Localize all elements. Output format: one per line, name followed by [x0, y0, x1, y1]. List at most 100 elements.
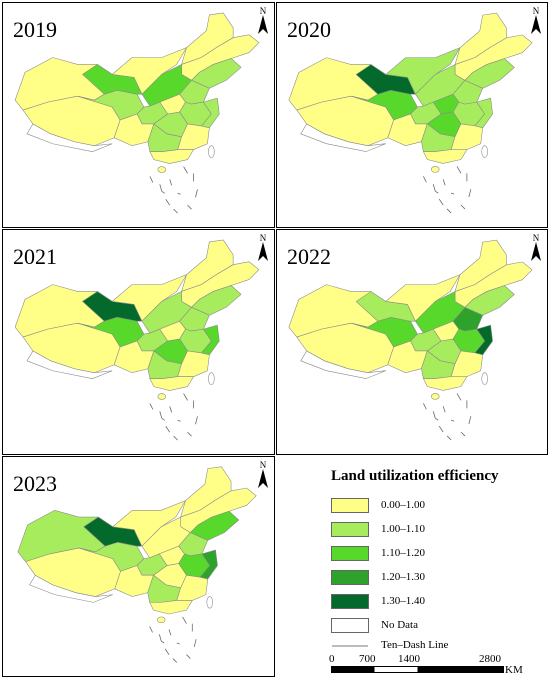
legend-label: 1.20–1.30: [381, 571, 425, 583]
legend-label: 0.00–1.00: [381, 499, 425, 511]
ten-dash-line-segment: [456, 393, 462, 401]
province-region: [111, 47, 188, 95]
ten-dash-line-segment: [468, 189, 472, 198]
year-label: 2022: [287, 244, 331, 269]
ten-dash-line-segment: [450, 419, 455, 422]
legend-swatch: [331, 594, 369, 609]
province-region: [149, 376, 195, 391]
island-region: [157, 393, 167, 400]
island-region: [157, 166, 167, 173]
legend-label: 1.10–1.20: [381, 547, 425, 559]
ten-dash-line-segment: [456, 166, 462, 174]
ten-dash-line-segment: [195, 416, 198, 425]
province-region: [351, 89, 418, 121]
ten-dash-line-segment: [173, 435, 178, 441]
ten-dash-line-segment: [442, 406, 446, 413]
north-arrow-icon: N: [258, 233, 268, 261]
province-region: [149, 600, 193, 615]
map-2020: [288, 12, 533, 214]
ten-dash-line-segment: [169, 406, 173, 413]
ten-dash-line-segment: [149, 176, 154, 183]
legend-swatch: [331, 618, 369, 633]
ten-dash-line-segment: [438, 198, 444, 206]
island-region: [157, 616, 166, 623]
province-region: [385, 274, 461, 322]
ten-dash-line-segment: [149, 626, 153, 633]
map-2019: [14, 12, 260, 214]
legend-label: Ten–Dash Line: [381, 639, 449, 651]
north-arrow-icon: N: [531, 233, 541, 261]
island-region: [481, 372, 488, 385]
province-region: [422, 376, 468, 391]
legend-label: 1.30–1.40: [381, 595, 425, 607]
island-region: [208, 145, 215, 158]
ten-dash-line-segment: [186, 654, 191, 659]
ten-dash-line-segment: [177, 419, 181, 422]
map-2023: [17, 466, 257, 663]
province-region: [422, 149, 468, 164]
province-region: [464, 58, 515, 89]
ten-dash-line-segment: [446, 435, 452, 441]
ten-dash-line-segment: [435, 190, 439, 194]
island-region: [208, 372, 215, 385]
ten-dash-line-segment: [187, 204, 192, 210]
ten-dash-line-segment: [183, 393, 188, 401]
year-label: 2021: [13, 244, 57, 269]
ten-dash-line-segment: [149, 403, 154, 410]
island-region: [430, 393, 440, 400]
ten-dash-line-segment: [183, 166, 188, 174]
map-panel-2021: 2021 N: [2, 229, 275, 455]
ten-dash-line-segment: [182, 616, 187, 624]
island-region: [430, 166, 440, 173]
province-region: [385, 47, 461, 95]
scale-tick-label: 1400: [398, 653, 420, 665]
ten-dash-line-segment: [423, 176, 427, 183]
ten-dash-line-segment: [161, 190, 165, 194]
ten-dash-line-segment: [468, 416, 472, 425]
ten-dash-line-segment: [460, 204, 466, 210]
ten-dash-line-segment: [158, 634, 162, 642]
province-region: [78, 541, 145, 572]
svg-text:N: N: [533, 233, 540, 243]
legend-label: No Data: [381, 619, 418, 631]
legend-panel: Land utilization efficiency 0.00–1.00 1.…: [276, 456, 548, 677]
ten-dash-line-segment: [432, 184, 436, 192]
year-label: 2020: [287, 17, 331, 42]
ten-dash-line-segment: [172, 658, 178, 663]
province-region: [351, 316, 418, 348]
map-panel-2022: 2022 N: [276, 229, 548, 455]
ten-dash-line-segment: [169, 179, 173, 186]
year-label: 2023: [13, 471, 57, 496]
scale-tick-label: 0: [329, 653, 335, 665]
ten-dash-line-segment: [159, 411, 163, 419]
ten-dash-line-segment: [450, 192, 455, 195]
ten-dash-line-segment: [460, 431, 466, 437]
ten-dash-line-segment: [173, 208, 178, 214]
ten-dash-line-segment: [195, 189, 198, 198]
year-label: 2019: [13, 17, 57, 42]
map-panel-2023: 2023 N: [2, 456, 275, 677]
svg-text:N: N: [260, 6, 267, 16]
ten-dash-line-segment: [442, 179, 446, 186]
scale-unit: KM: [505, 664, 523, 676]
island-region: [481, 145, 488, 158]
ten-dash-line-segment: [176, 642, 180, 645]
province-region: [189, 510, 240, 541]
ten-dash-line-segment: [161, 417, 165, 421]
svg-text:N: N: [533, 6, 540, 16]
province-region: [77, 89, 145, 121]
ten-dash-line-segment: [187, 431, 192, 437]
province-region: [111, 274, 188, 322]
map-panel-2020: 2020 N: [276, 2, 548, 228]
legend-swatch: [331, 546, 369, 561]
svg-text:N: N: [260, 460, 267, 470]
province-region: [149, 149, 195, 164]
map-2021: [14, 239, 260, 441]
province-region: [112, 500, 187, 547]
ten-dash-line-segment: [423, 403, 427, 410]
legend-swatch: [331, 498, 369, 513]
north-arrow-icon: N: [258, 6, 268, 34]
ten-dash-line-segment: [177, 192, 181, 195]
dash-line-swatch: [332, 645, 368, 647]
ten-dash-line-segment: [193, 639, 197, 648]
